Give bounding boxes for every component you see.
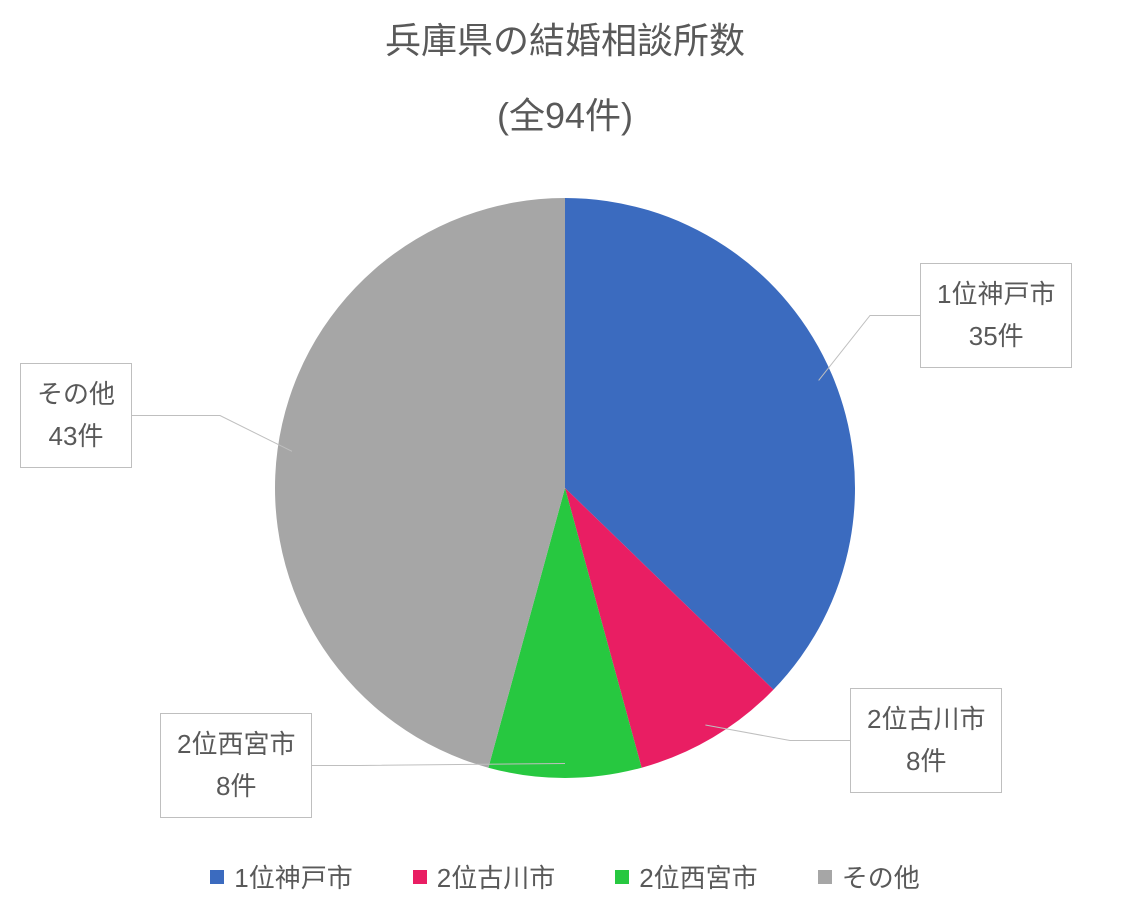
pie-chart-area: 1位神戸市35件2位古川市8件2位西宮市8件その他43件 bbox=[0, 168, 1130, 808]
legend-item: その他 bbox=[818, 858, 920, 895]
legend-swatch bbox=[818, 870, 832, 884]
legend-label: 1位神戸市 bbox=[234, 858, 352, 895]
legend-item: 2位古川市 bbox=[413, 858, 555, 895]
callout-line: その他 bbox=[37, 374, 115, 416]
legend-label: 2位古川市 bbox=[437, 858, 555, 895]
legend-swatch bbox=[210, 870, 224, 884]
chart-subtitle: (全94件) bbox=[0, 87, 1130, 139]
legend-swatch bbox=[413, 870, 427, 884]
callout-line: 8件 bbox=[867, 741, 985, 783]
legend-label: その他 bbox=[842, 858, 920, 895]
callout-leader bbox=[819, 316, 920, 381]
chart-legend: 1位神戸市 2位古川市 2位西宮市 その他 bbox=[0, 858, 1130, 895]
legend-label: 2位西宮市 bbox=[639, 858, 757, 895]
legend-item: 2位西宮市 bbox=[615, 858, 757, 895]
callout-label: その他43件 bbox=[20, 363, 132, 468]
chart-title-block: 兵庫県の結婚相談所数 (全94件) bbox=[0, 0, 1130, 139]
callout-label: 1位神戸市35件 bbox=[920, 263, 1072, 368]
callout-leader bbox=[132, 416, 292, 452]
callout-label: 2位古川市8件 bbox=[850, 688, 1002, 793]
legend-item: 1位神戸市 bbox=[210, 858, 352, 895]
callout-label: 2位西宮市8件 bbox=[160, 713, 312, 818]
legend-swatch bbox=[615, 870, 629, 884]
callout-line: 43件 bbox=[37, 416, 115, 458]
callout-line: 35件 bbox=[937, 316, 1055, 358]
callout-line: 2位西宮市 bbox=[177, 724, 295, 766]
chart-title: 兵庫県の結婚相談所数 bbox=[0, 18, 1130, 65]
callout-line: 1位神戸市 bbox=[937, 274, 1055, 316]
callout-line: 2位古川市 bbox=[867, 699, 985, 741]
callout-line: 8件 bbox=[177, 766, 295, 808]
